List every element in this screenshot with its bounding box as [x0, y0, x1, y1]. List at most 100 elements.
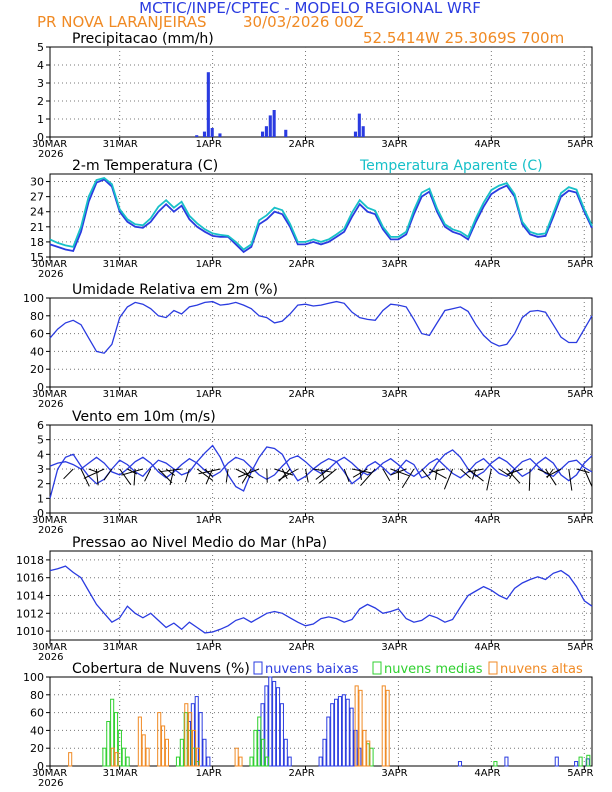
cloud-bar-1 [578, 756, 583, 767]
cloud-bar-2 [192, 729, 197, 767]
y-tick-label: 2 [37, 478, 44, 491]
panel-frame [49, 46, 593, 138]
x-tick-label: 4APR [474, 768, 500, 779]
cloud-bar-2 [366, 740, 371, 767]
cloud-bar-2 [381, 685, 386, 767]
y-tick-label: 5 [37, 434, 44, 447]
cloud-bar-2 [164, 738, 170, 767]
cloud-bar-0 [457, 761, 463, 767]
x-tick-label: 2APR [289, 139, 315, 150]
precip-panel: 30MAR 31MAR 1APR 2APR 3APR 4APR 5APR 2026 0 1 2 3 4 5… [32, 31, 593, 160]
y-tick-label: 3 [37, 77, 44, 90]
y-tick-label: 60 [30, 707, 44, 720]
wind-arrow [360, 468, 376, 487]
cloud-bar-2 [385, 689, 390, 767]
y-tick-label: 0 [37, 507, 44, 520]
x-tick-label: 5APR [567, 768, 593, 779]
x-tick-label: 30MAR [32, 389, 67, 400]
precip-bar [357, 113, 361, 137]
wind-arrow [119, 468, 132, 486]
y-tick-label: 100 [23, 292, 44, 305]
wind-arrow [467, 468, 484, 473]
x-tick-label: 2APR [289, 389, 315, 400]
wind-arrow [401, 468, 415, 489]
x-tick-label: 3APR [381, 259, 407, 270]
y-tick-label: 27 [30, 191, 44, 204]
wind-arrow [343, 468, 350, 483]
wind-arrow [204, 468, 213, 478]
wind-arrow [144, 468, 152, 482]
x-year-label: 2026 [38, 149, 63, 160]
x-tick-label: 30MAR [32, 515, 67, 526]
x-tick-label: 5APR [567, 642, 593, 653]
x-tick-label: 1APR [196, 139, 222, 150]
wind-arrow [281, 468, 288, 480]
y-tick-label: 100 [23, 671, 44, 684]
wind-arrow [359, 468, 362, 480]
x-tick-label: 5APR [567, 139, 593, 150]
wind-arrow [165, 468, 176, 476]
cloud-bar-2 [195, 747, 200, 767]
header-init-time: 30/03/2026 00Z [243, 13, 364, 31]
cloud-bar-1 [257, 716, 262, 767]
panel-frame [49, 676, 593, 767]
cloud-bar-1 [125, 756, 130, 767]
legend-swatch [253, 661, 263, 675]
legend-label: nuvens altas [500, 662, 583, 677]
precip-bar [272, 110, 276, 137]
y-tick-label: 80 [30, 689, 44, 702]
x-tick-label: 31MAR [103, 768, 138, 779]
cloud-panel: 30MAR 31MAR 1APR 2APR 3APR 4APR 5APR 2026 0 20 40 6… [23, 661, 593, 789]
legend-label: nuvens medias [384, 662, 483, 677]
x-tick-label: 2APR [289, 515, 315, 526]
wind-arrow [352, 468, 368, 478]
cloud-bar-2 [234, 747, 239, 767]
precip-bar [195, 135, 199, 137]
x-tick-label: 3APR [381, 389, 407, 400]
y-tick-label: 1010 [16, 625, 44, 638]
precip-bar [284, 129, 288, 137]
cloud-bar-0 [330, 703, 335, 767]
x-tick-label: 1APR [196, 642, 222, 653]
series-line-0 [49, 178, 593, 254]
precip-bar [353, 131, 358, 137]
wind-arrow [486, 468, 492, 491]
wind-arrow [318, 468, 337, 484]
cloud-bar-0 [279, 703, 284, 767]
wind-arrow [421, 468, 431, 481]
wind-arrow [278, 468, 299, 481]
wind-arrow [528, 468, 531, 491]
x-tick-label: 31MAR [103, 259, 138, 270]
y-tick-label: 1 [37, 113, 44, 126]
cloud-bar-1 [249, 756, 254, 767]
cloud-bar-0 [272, 680, 277, 767]
y-tick-label: 0 [37, 131, 44, 144]
humidity-panel: 30MAR 31MAR 1APR 2APR 3APR 4APR 5APR 2026 0 20 40 6… [23, 282, 593, 410]
wind-arrow [305, 468, 309, 483]
cloud-bar-1 [179, 738, 184, 767]
cloud-bar-0 [275, 687, 281, 767]
legend-swatch [372, 661, 382, 675]
wind-arrow [241, 468, 252, 484]
x-tick-label: 5APR [567, 259, 593, 270]
y-tick-label: 18 [30, 236, 44, 249]
header-title: MCTIC/INPE/CPTEC - MODELO REGIONAL WRF [139, 0, 481, 17]
cloud-bar-0 [322, 738, 327, 767]
x-year-label: 2026 [38, 652, 63, 663]
precip-bar [268, 115, 272, 137]
cloud-bar-1 [369, 747, 374, 767]
panel-title: Pressao ao Nivel Medio do Mar (hPa) [72, 535, 327, 551]
wind-arrow [460, 468, 471, 479]
series-line-0 [49, 565, 593, 634]
x-tick-label: 3APR [381, 139, 407, 150]
y-tick-label: 40 [30, 345, 44, 358]
cloud-bar-0 [206, 756, 211, 767]
wind-arrow [103, 468, 113, 481]
cloud-bar-1 [264, 756, 270, 767]
y-tick-label: 4 [37, 59, 44, 72]
cloud-bar-0 [345, 698, 350, 767]
temperature-legend: Temperatura Aparente (C) [359, 158, 543, 174]
wind-arrow [390, 468, 407, 476]
wind-arrow [198, 468, 221, 475]
